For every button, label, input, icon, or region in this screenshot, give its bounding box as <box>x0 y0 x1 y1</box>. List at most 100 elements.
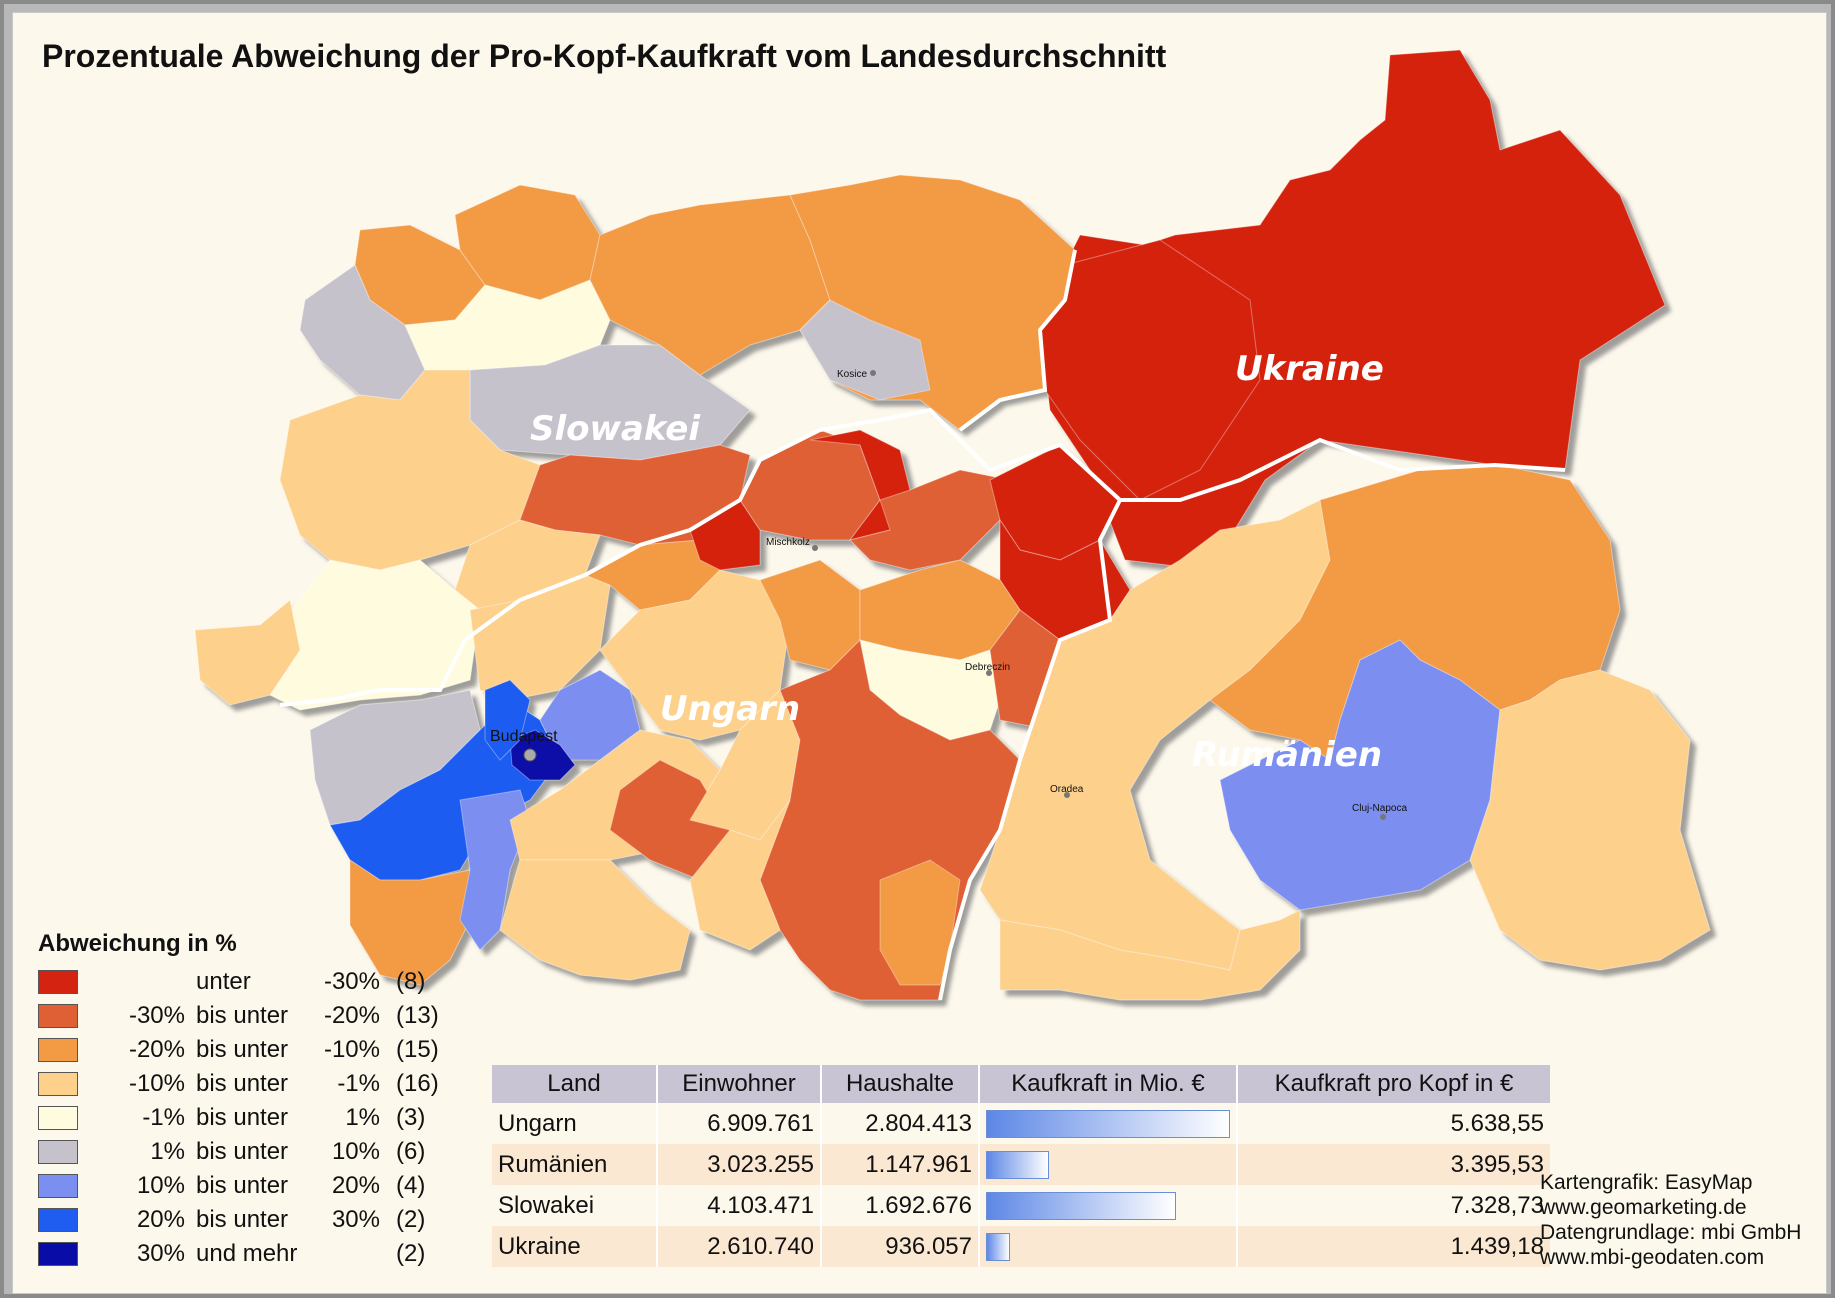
cell-kaufkraft <box>979 1226 1238 1267</box>
city-dot-mischkolz <box>812 545 818 551</box>
credit-line: www.mbi-geodaten.com <box>1540 1246 1765 1269</box>
legend-operator: bis unter <box>196 1036 289 1063</box>
city-dot-cluj <box>1380 814 1386 820</box>
legend-swatch <box>38 1106 78 1130</box>
legend-to: -20% <box>323 1002 380 1029</box>
legend-from: -1% <box>142 1104 185 1131</box>
col-haushalte: Haushalte <box>821 1065 980 1103</box>
legend-swatch <box>38 1242 78 1266</box>
region-hu-c4[interactable] <box>484 679 531 761</box>
legend-operator: bis unter <box>196 1104 289 1131</box>
legend-count: (4) <box>396 1172 426 1199</box>
legend-swatch <box>38 1174 78 1198</box>
legend-item: unter -30% (8) <box>38 966 458 1000</box>
credit-line: www.geomarketing.de <box>1540 1196 1747 1219</box>
label-hungary: Ungarn <box>660 689 800 729</box>
legend-count: (15) <box>396 1036 439 1063</box>
legend-from: 20% <box>136 1206 185 1233</box>
legend-from: -10% <box>128 1070 185 1097</box>
legend-from: 1% <box>150 1138 185 1165</box>
col-land: Land <box>492 1065 658 1103</box>
cell-land: Slowakei <box>492 1185 658 1226</box>
legend-title: Abweichung in % <box>38 930 237 957</box>
kaufkraft-bar <box>986 1109 1230 1138</box>
cell-haushalte: 1.692.676 <box>821 1185 980 1226</box>
cell-land: Ukraine <box>492 1226 658 1267</box>
city-debreczin: Debreczin <box>965 662 1010 673</box>
region-sk-8[interactable] <box>799 299 931 401</box>
legend-item: 1% bis unter 10% (6) <box>38 1136 458 1170</box>
region-hu-s3[interactable] <box>689 799 791 951</box>
region-sk-13[interactable] <box>194 599 301 706</box>
legend-swatch <box>38 1072 78 1096</box>
cell-pro-kopf: 5.638,55 <box>1237 1103 1550 1144</box>
legend-item: -10% bis unter -1% (16) <box>38 1068 458 1102</box>
cell-einwohner: 6.909.761 <box>657 1103 822 1144</box>
legend-operator: bis unter <box>196 1206 289 1233</box>
kaufkraft-bar <box>986 1232 1010 1261</box>
cell-pro-kopf: 1.439,18 <box>1237 1226 1550 1267</box>
region-ro-bihor[interactable] <box>999 909 1301 1001</box>
legend-count: (8) <box>396 968 426 995</box>
region-hu-budapest[interactable] <box>509 729 576 781</box>
legend-from: 10% <box>136 1172 185 1199</box>
cell-kaufkraft <box>979 1185 1238 1226</box>
legend-count: (2) <box>396 1206 426 1233</box>
legend-operator: bis unter <box>196 1138 289 1165</box>
city-cluj: Cluj-Napoca <box>1352 803 1407 814</box>
legend-operator: und mehr <box>196 1240 298 1267</box>
legend-swatch <box>38 1140 78 1164</box>
cell-pro-kopf: 3.395,53 <box>1237 1144 1550 1185</box>
legend-to: -1% <box>337 1070 380 1097</box>
cell-pro-kopf: 7.328,73 <box>1237 1185 1550 1226</box>
country-borders <box>279 249 1566 1001</box>
col-einwohner: Einwohner <box>657 1065 822 1103</box>
legend-to: 20% <box>331 1172 380 1199</box>
label-slovakia: Slowakei <box>530 409 701 449</box>
legend: Abweichung in % unter -30% (8) -30% bis unte… <box>38 930 458 1272</box>
table-row: Ukraine 2.610.740 936.057 1.439,18 <box>492 1226 1550 1267</box>
credits: Kartengrafik: EasyMap www.geomarketing.d… <box>1540 1170 1801 1270</box>
city-dot-debreczin <box>986 670 992 676</box>
legend-count: (13) <box>396 1002 439 1029</box>
city-oradea: Oradea <box>1050 784 1084 795</box>
legend-item: 10% bis unter 20% (4) <box>38 1170 458 1204</box>
legend-operator: bis unter <box>196 1172 289 1199</box>
legend-count: (2) <box>396 1240 426 1267</box>
region-hu-w3[interactable] <box>349 859 471 986</box>
cell-land: Rumänien <box>492 1144 658 1185</box>
legend-from: -20% <box>128 1036 185 1063</box>
region-hu-ne2[interactable] <box>739 429 881 541</box>
region-hu-c8[interactable] <box>599 569 791 741</box>
legend-to: 30% <box>331 1206 380 1233</box>
credit-line: Datengrundlage: mbi GmbH <box>1540 1221 1802 1244</box>
table-row: Slowakei 4.103.471 1.692.676 7.328,73 <box>492 1185 1550 1226</box>
legend-item: -1% bis unter 1% (3) <box>38 1102 458 1136</box>
city-kosice: Kosice <box>837 369 867 380</box>
col-pro-kopf: Kaufkraft pro Kopf in € <box>1237 1065 1550 1103</box>
cell-haushalte: 2.804.413 <box>821 1103 980 1144</box>
cell-einwohner: 2.610.740 <box>657 1226 822 1267</box>
city-mischkolz: Mischkolz <box>766 537 810 548</box>
legend-to: 10% <box>331 1138 380 1165</box>
region-hu-c6[interactable] <box>499 859 691 981</box>
kaufkraft-bar <box>986 1191 1176 1220</box>
legend-operator: bis unter <box>196 1002 289 1029</box>
legend-swatch <box>38 1208 78 1232</box>
cell-land: Ungarn <box>492 1103 658 1144</box>
label-romania: Rumänien <box>1192 735 1382 775</box>
cell-kaufkraft <box>979 1103 1238 1144</box>
legend-swatch <box>38 1038 78 1062</box>
city-dot-oradea <box>1064 792 1070 798</box>
legend-to: -30% <box>323 968 380 995</box>
map-title: Prozentuale Abweichung der Pro-Kopf-Kauf… <box>42 38 1167 74</box>
legend-swatch <box>38 970 78 994</box>
legend-count: (6) <box>396 1138 426 1165</box>
legend-to: 1% <box>345 1104 380 1131</box>
legend-operator: unter <box>196 968 251 995</box>
label-ukraine: Ukraine <box>1235 349 1384 389</box>
region-ro-east[interactable] <box>1469 669 1711 971</box>
kaufkraft-bar <box>986 1150 1049 1179</box>
legend-item: 30% und mehr (2) <box>38 1238 458 1272</box>
cell-haushalte: 936.057 <box>821 1226 980 1267</box>
